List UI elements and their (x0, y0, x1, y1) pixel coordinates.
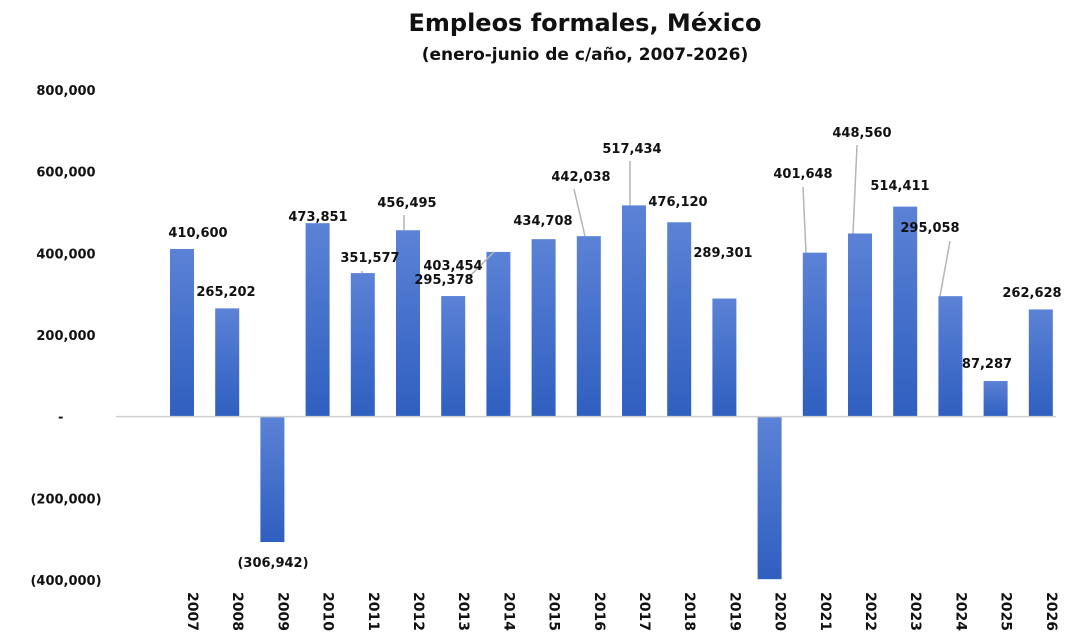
x-tick-label: 2009 (274, 592, 290, 631)
bar (1028, 309, 1053, 417)
chart-subtitle: (enero-junio de c/año, 2007-2026) (422, 45, 749, 65)
x-tick-label: 2020 (772, 592, 788, 631)
x-tick-label: 2013 (455, 592, 471, 631)
data-label: 442,038 (551, 170, 610, 185)
bar (893, 206, 918, 417)
bar (531, 239, 556, 417)
y-tick-label: - (58, 411, 63, 426)
bar (350, 273, 375, 417)
x-tick-label: 2025 (998, 592, 1014, 631)
bar (667, 222, 692, 417)
leader-line (852, 144, 858, 234)
data-label: 448,560 (832, 126, 891, 141)
leader-line (802, 186, 807, 253)
leader-line (939, 240, 951, 297)
x-tick-label: 2022 (862, 592, 878, 631)
chart-title: Empleos formales, México (408, 9, 761, 37)
data-label: 87,287 (962, 357, 1012, 372)
data-label: 514,411 (870, 179, 929, 194)
bar (757, 416, 782, 580)
data-label: 403,454 (423, 259, 482, 274)
bar (848, 233, 872, 417)
x-tick-label: 2010 (320, 592, 336, 631)
x-tick-label: 2018 (681, 592, 697, 631)
x-tick-label: 2016 (591, 592, 607, 631)
data-label: 289,301 (693, 246, 752, 261)
data-label: (306,942) (237, 556, 308, 571)
bar (576, 236, 601, 417)
x-axis: 2007 2008 2009 2010 2011 2012 2013 2014 2015 2016… (116, 415, 1059, 631)
x-tick-label: 2019 (726, 592, 742, 631)
x-tick-label: 2017 (636, 592, 652, 631)
y-tick-label: 600,000 (36, 166, 95, 181)
data-label: 473,851 (288, 210, 347, 225)
bar (170, 249, 194, 417)
y-tick-label: (200,000) (30, 492, 101, 507)
data-label: 410,600 (168, 226, 227, 241)
bar (215, 308, 240, 417)
x-tick-label: 2023 (907, 592, 923, 631)
x-tick-label: 2015 (546, 592, 562, 631)
bar (486, 251, 511, 417)
data-label: 401,648 (773, 167, 832, 182)
bar (712, 298, 737, 417)
data-labels: 410,600 265,202 (306,942) 473,851 351,577 456… (168, 126, 1061, 571)
bar (622, 205, 646, 417)
y-tick-label: 800,000 (36, 84, 95, 99)
data-label: 456,495 (377, 196, 436, 211)
y-tick-label: 200,000 (36, 329, 95, 344)
bar (983, 381, 1008, 417)
bar (441, 296, 466, 417)
x-tick-label: 2026 (1043, 592, 1059, 631)
bars (170, 205, 1053, 580)
data-label: 262,628 (1002, 286, 1061, 301)
x-tick-label: 2011 (365, 592, 381, 631)
bar (802, 252, 827, 417)
bar (260, 416, 285, 543)
x-tick-label: 2024 (952, 592, 968, 631)
data-label: 295,378 (414, 273, 473, 288)
data-label: 265,202 (196, 285, 255, 300)
x-tick-label: 2007 (184, 592, 200, 631)
data-label: 351,577 (340, 251, 399, 266)
x-tick-label: 2021 (817, 592, 833, 631)
y-tick-label: (400,000) (30, 574, 101, 589)
bar (305, 223, 330, 417)
data-label: 434,708 (513, 214, 572, 229)
x-tick-label: 2008 (229, 592, 245, 631)
x-tick-label: 2014 (500, 592, 516, 631)
data-label: 476,120 (648, 195, 707, 210)
bar (938, 296, 963, 417)
data-label: 517,434 (602, 142, 661, 157)
leader-line (573, 188, 586, 237)
x-tick-label: 2012 (410, 592, 426, 631)
bar (396, 230, 420, 417)
leader-lines (361, 144, 951, 297)
y-tick-label: 400,000 (36, 247, 95, 262)
y-axis: 800,000 600,000 400,000 200,000 - (200,000) (4… (30, 84, 101, 589)
leader-line (467, 251, 495, 279)
data-label: 295,058 (900, 221, 959, 236)
